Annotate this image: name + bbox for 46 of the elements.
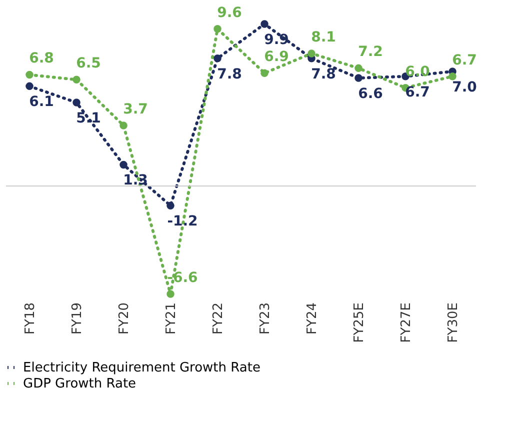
x-tick-label: FY20 xyxy=(117,302,132,334)
point xyxy=(72,76,80,84)
point xyxy=(120,122,128,130)
x-tick-label: FY23 xyxy=(258,302,273,334)
data-label: 3.7 xyxy=(123,101,148,118)
point xyxy=(72,98,80,106)
point xyxy=(260,20,268,28)
x-tick-label: FY22 xyxy=(211,302,226,334)
x-tick-label: FY18 xyxy=(23,302,38,334)
x-tick-label: FY27E xyxy=(399,302,414,343)
data-label: 7.0 xyxy=(452,79,478,96)
data-label: 7.8 xyxy=(311,66,336,82)
data-label: 7.2 xyxy=(358,44,383,60)
x-tick-label: FY25E xyxy=(352,302,367,343)
data-label: 6.1 xyxy=(29,94,54,110)
data-label: 6.7 xyxy=(405,84,430,100)
point xyxy=(166,202,174,210)
point xyxy=(214,25,222,33)
data-label: 9.9 xyxy=(264,32,289,48)
data-label: -1.2 xyxy=(167,214,198,230)
data-label: 6.5 xyxy=(76,56,101,72)
data-label: 6.6 xyxy=(358,86,383,102)
x-tick-label: FY21 xyxy=(164,302,179,334)
point xyxy=(166,290,174,298)
point xyxy=(354,64,362,72)
data-label: 9.6 xyxy=(217,4,242,21)
data-label: 8.1 xyxy=(311,29,336,46)
point xyxy=(308,50,316,58)
point xyxy=(448,72,456,80)
data-label: 6.9 xyxy=(264,49,289,66)
data-label: 6.7 xyxy=(452,52,477,68)
legend-label: GDP Growth Rate xyxy=(23,376,136,392)
legend-label: Electricity Requirement Growth Rate xyxy=(23,360,260,376)
x-tick-label: FY24 xyxy=(305,302,320,334)
point xyxy=(120,160,128,169)
point xyxy=(26,70,34,79)
point xyxy=(26,82,34,90)
x-tick-label: FY30E xyxy=(446,302,461,343)
point xyxy=(214,54,222,62)
data-label: 5.1 xyxy=(76,110,101,127)
data-label: 6.8 xyxy=(29,50,54,67)
x-tick-label: FY19 xyxy=(70,302,85,334)
point xyxy=(260,69,268,77)
data-label: -6.6 xyxy=(167,270,198,286)
point xyxy=(354,74,362,82)
data-label: 7.8 xyxy=(217,66,242,82)
